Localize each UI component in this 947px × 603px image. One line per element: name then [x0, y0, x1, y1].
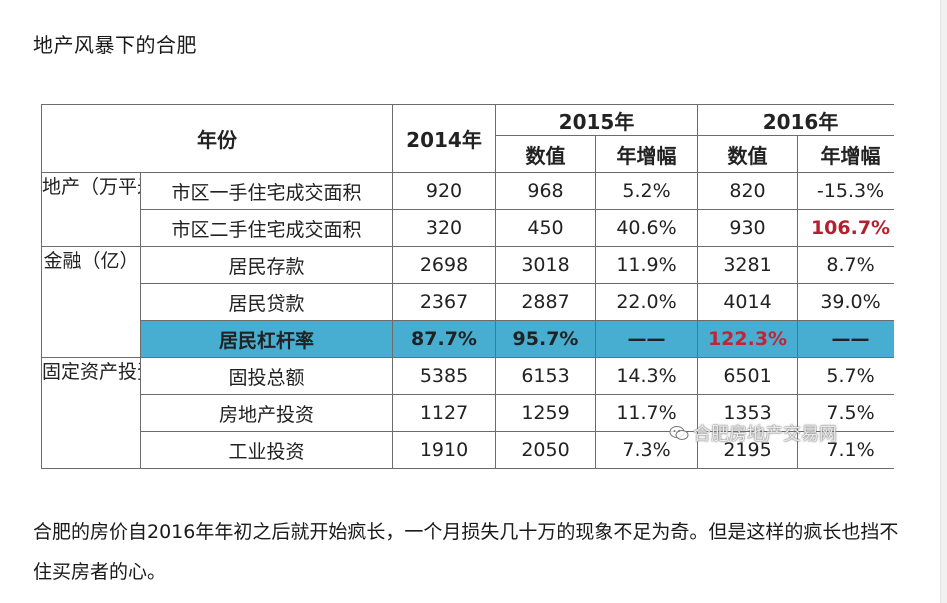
header-2016-growth: 年增幅 — [797, 135, 894, 173]
group-realestate: 地产（万平米） — [41, 172, 141, 247]
watermark-text: 合肥房地产交易网 — [693, 424, 837, 445]
table-row-highlighted: 居民杠杆率 87.7% 95.7% —— 122.3% —— — [42, 320, 894, 358]
header-2015-growth: 年增幅 — [594, 135, 699, 173]
header-2015-value: 数值 — [495, 135, 596, 173]
cell-2015-growth: 11.7% — [594, 394, 699, 432]
wechat-icon — [669, 425, 689, 441]
table-header-row: 年份 2014年 2015年 2016年 — [41, 104, 894, 173]
table-row: 房地产投资 1127 1259 11.7% 1353 7.5% — [42, 394, 894, 432]
cell-2016-growth: 39.0% — [797, 283, 894, 321]
cell-2014: 2698 — [392, 246, 496, 284]
table-row: 固定资产投资（亿） 固投总额 5385 6153 14.3% 6501 5.7% — [41, 357, 894, 469]
table-row: 市区二手住宅成交面积 320 450 40.6% 930 106.7% — [42, 209, 894, 247]
row-item: 固投总额 — [140, 357, 393, 395]
statistics-table: 年份 2014年 2015年 2016年 数值 年增幅 数值 年增幅 地产（万平… — [41, 104, 894, 469]
cell-2014: 1910 — [392, 431, 496, 469]
cell-2016-growth: —— — [797, 320, 894, 358]
cell-2014: 320 — [392, 209, 496, 247]
cell-2015-growth: 22.0% — [594, 283, 699, 321]
cell-2016-growth: 106.7% — [797, 209, 894, 247]
cell-2016-value: 820 — [697, 172, 799, 210]
cell-2014: 5385 — [392, 357, 496, 395]
row-item: 市区二手住宅成交面积 — [140, 209, 393, 247]
cell-2016-value: 2195 — [697, 431, 799, 469]
cell-2014: 1127 — [392, 394, 496, 432]
row-item: 房地产投资 — [140, 394, 393, 432]
cell-2016-growth: 7.1% — [797, 431, 894, 469]
cell-2014: 2367 — [392, 283, 496, 321]
cell-2014: 920 — [392, 172, 496, 210]
cell-2016-growth: 5.7% — [797, 357, 894, 395]
cell-2016-value: 930 — [697, 209, 799, 247]
header-2016: 2016年 — [697, 104, 894, 136]
cell-2015-value: 1259 — [495, 394, 596, 432]
header-2014: 2014年 — [392, 104, 496, 173]
cell-2016-value: 1353 — [697, 394, 799, 432]
article-heading: 地产风暴下的合肥 — [33, 33, 197, 57]
table-row: 居民贷款 2367 2887 22.0% 4014 39.0% — [42, 283, 894, 321]
table-row: 工业投资 1910 2050 7.3% 2195 7.1% — [42, 431, 894, 469]
cell-2016-value: 6501 — [697, 357, 799, 395]
cell-2015-value: 6153 — [495, 357, 596, 395]
cell-2015-growth: 5.2% — [594, 172, 699, 210]
cell-2016-value: 122.3% — [697, 320, 799, 358]
group-investment: 固定资产投资（亿） — [41, 357, 141, 469]
statistics-table-image: 年份 2014年 2015年 2016年 数值 年增幅 数值 年增幅 地产（万平… — [41, 104, 894, 470]
cell-2015-value: 968 — [495, 172, 596, 210]
cell-2016-growth: -15.3% — [797, 172, 894, 210]
cell-2015-value: 95.7% — [495, 320, 596, 358]
cell-2015-value: 2050 — [495, 431, 596, 469]
header-2015: 2015年 — [494, 104, 699, 136]
table-subheader-row: 数值 年增幅 数值 年增幅 — [42, 135, 894, 173]
scrollbar[interactable] — [940, 0, 947, 603]
header-year: 年份 — [41, 104, 393, 173]
cell-2015-growth: —— — [594, 320, 699, 358]
cell-2015-growth: 11.9% — [594, 246, 699, 284]
cell-2016-value: 3281 — [697, 246, 799, 284]
table-row: 地产（万平米） 市区一手住宅成交面积 920 968 5.2% 820 -15.… — [41, 172, 894, 247]
cell-2015-growth: 40.6% — [594, 209, 699, 247]
cell-2015-value: 2887 — [495, 283, 596, 321]
group-finance: 金融（亿） — [41, 246, 141, 358]
row-item: 居民贷款 — [140, 283, 393, 321]
table-row: 金融（亿） 居民存款 2698 3018 11.9% 3281 8.7% — [41, 246, 894, 358]
row-item: 市区一手住宅成交面积 — [140, 172, 393, 210]
cell-2014: 87.7% — [392, 320, 496, 358]
row-item: 居民杠杆率 — [140, 320, 393, 358]
header-2016-value: 数值 — [697, 135, 799, 173]
cell-2016-value: 4014 — [697, 283, 799, 321]
cell-2015-value: 3018 — [495, 246, 596, 284]
cell-2016-growth: 8.7% — [797, 246, 894, 284]
article-paragraph: 合肥的房价自2016年年初之后就开始疯长，一个月损失几十万的现象不足为奇。但是这… — [33, 521, 899, 583]
cell-2015-value: 450 — [495, 209, 596, 247]
row-item: 居民存款 — [140, 246, 393, 284]
watermark: 合肥房地产交易网 — [669, 420, 837, 446]
cell-2015-growth: 14.3% — [594, 357, 699, 395]
row-item: 工业投资 — [140, 431, 393, 469]
